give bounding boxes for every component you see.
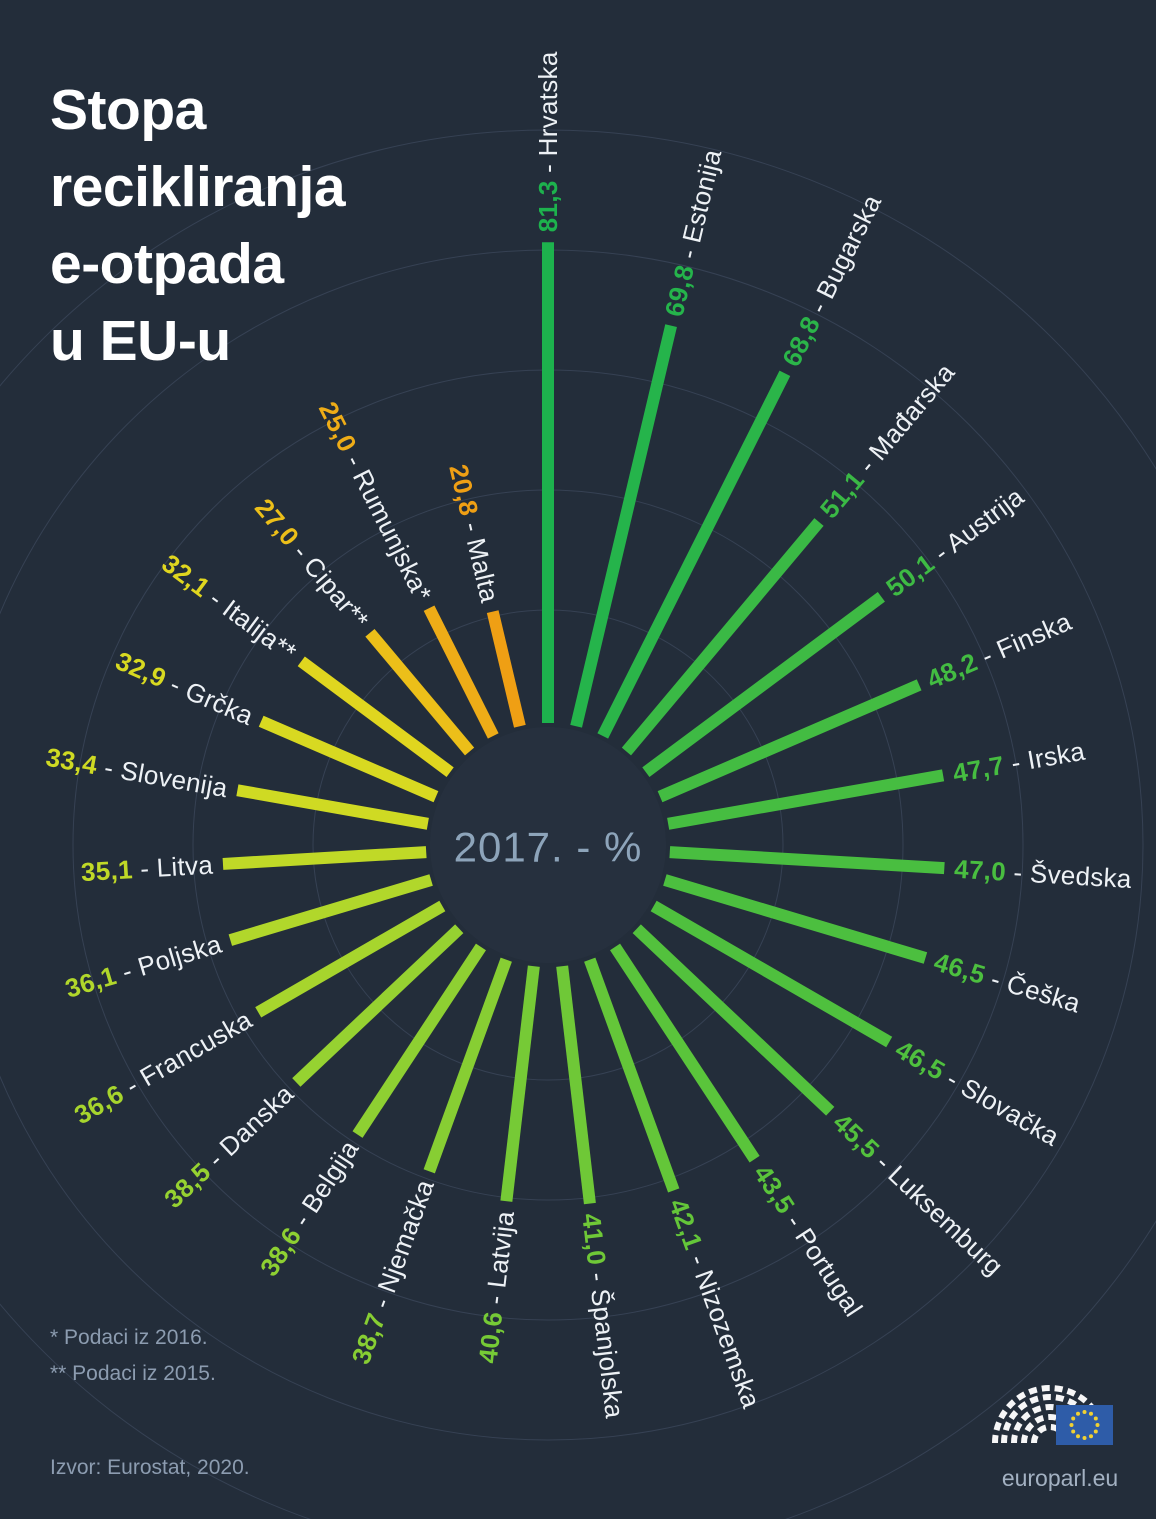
bar-label-4: 50,1 - Austrija: [880, 481, 1029, 603]
eu-flag-icon: [1056, 1405, 1113, 1445]
bar-6: [667, 769, 945, 830]
flag-star: [1082, 1410, 1087, 1414]
bar-26: [486, 610, 526, 728]
bar-11: [610, 943, 760, 1163]
flag-star: [1089, 1411, 1093, 1416]
bar-25: [423, 605, 499, 739]
bar-label-0: 81,3 - Hrvatska: [533, 51, 563, 232]
bar-22: [258, 715, 439, 803]
bar-label-2: 68,8 - Bugarska: [776, 189, 887, 371]
bar-label-6: 47,7 - Irska: [950, 736, 1087, 789]
bar-label-12: 42,1 - Nizozemska: [663, 1195, 767, 1413]
flag-star: [1076, 1411, 1080, 1416]
bar-7: [669, 846, 945, 875]
bar-label-23: 32,1 - Italija**: [156, 548, 302, 667]
bar-15: [423, 957, 512, 1174]
bar-label-9: 46,5 - Slovačka: [890, 1034, 1064, 1152]
bar-20: [222, 846, 427, 870]
flag-star: [1076, 1434, 1080, 1439]
source-note: Izvor: Eurostat, 2020.: [50, 1456, 250, 1479]
bar-label-8: 46,5 - Češka: [931, 947, 1085, 1019]
bar-13: [556, 965, 596, 1205]
grid-ring-100: [0, 129, 1156, 1519]
bar-23: [297, 656, 454, 777]
bar-17: [292, 924, 464, 1087]
bar-16: [352, 943, 486, 1138]
bar-2: [597, 370, 791, 739]
bar-label-20: 35,1 - Litva: [80, 850, 214, 888]
bar-label-19: 36,1 - Poljska: [62, 929, 226, 1004]
flag-star: [1071, 1416, 1076, 1421]
flag-star: [1082, 1436, 1087, 1440]
title-line: recikliranja: [50, 155, 346, 219]
flag-star: [1093, 1429, 1098, 1434]
bar-14: [500, 965, 540, 1202]
bar-21: [236, 784, 429, 830]
bar-5: [657, 679, 922, 803]
website-link: europarl.eu: [1001, 1465, 1119, 1491]
bar-24: [365, 628, 475, 756]
bar-label-1: 69,8 - Estonija: [659, 146, 728, 319]
bar-label-24: 27,0 - Cipar**: [249, 493, 375, 635]
bar-19: [228, 874, 433, 946]
flag-star: [1095, 1423, 1100, 1427]
title-line: e-otpada: [50, 232, 284, 296]
center-year-label: 2017. - %: [454, 824, 643, 871]
title-line: Stopa: [50, 78, 206, 142]
eu-parliament-logo-icon: [992, 1385, 1113, 1445]
flag-star: [1071, 1429, 1076, 1434]
bar-label-26: 20,8 - Malta: [443, 461, 505, 605]
title-line: u EU-u: [50, 309, 231, 373]
bar-label-5: 48,2 - Finska: [922, 606, 1076, 695]
bar-10: [632, 924, 835, 1116]
bar-18: [255, 900, 446, 1018]
bar-8: [663, 874, 928, 964]
bar-label-11: 43,5 - Portugal: [748, 1159, 869, 1322]
footnote-line: * Podaci iz 2016.: [50, 1326, 208, 1349]
bar-3: [621, 518, 824, 756]
bar-label-3: 51,1 - Mađarska: [814, 357, 961, 524]
flag-star: [1093, 1416, 1098, 1421]
bar-label-14: 40,6 - Latvija: [473, 1209, 521, 1365]
bar-label-13: 41,0 - Španjolska: [576, 1212, 630, 1420]
bar-label-15: 38,7 - Njemačka: [345, 1175, 440, 1368]
bar-label-10: 45,5 - Luksemburg: [827, 1107, 1009, 1281]
flag-star: [1069, 1423, 1074, 1427]
bar-label-7: 47,0 - Švedska: [953, 854, 1132, 894]
bar-label-18: 36,6 - Francuska: [69, 1004, 257, 1130]
center-disc: [430, 727, 666, 963]
bar-12: [584, 957, 680, 1193]
flag-star: [1089, 1434, 1093, 1439]
footnotes: * Podaci iz 2016. ** Podaci iz 2015.: [50, 1320, 216, 1392]
bar-label-22: 32,9 - Grčka: [111, 645, 258, 731]
bar-label-17: 38,5 - Danska: [158, 1078, 299, 1214]
bar-1: [570, 324, 677, 728]
bar-label-21: 33,4 - Slovenija: [44, 742, 231, 804]
bar-label-16: 38,6 - Belgija: [254, 1134, 365, 1281]
page-title: Stopa recikliranja e-otpada u EU-u: [50, 72, 346, 380]
bar-9: [650, 900, 893, 1048]
footnote-line: ** Podaci iz 2015.: [50, 1362, 216, 1385]
bar-4: [642, 592, 885, 777]
